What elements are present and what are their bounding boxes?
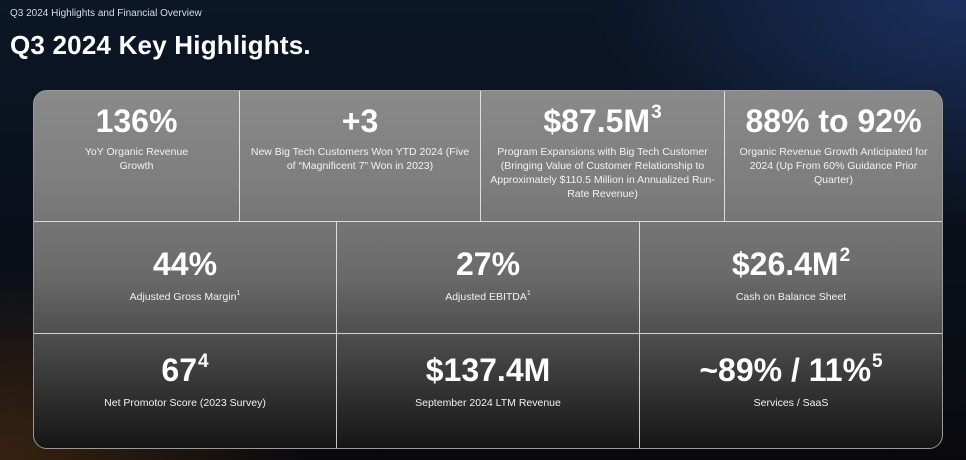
metric-value: 88% to 92% — [745, 103, 922, 139]
metric-card-adjusted-ebitda: 27% Adjusted EBITDA1 — [337, 222, 640, 333]
metric-description: YoY Organic Revenue Growth — [84, 146, 189, 172]
metric-value: ~89% / 11%5 — [699, 351, 883, 388]
page-title: Q3 2024 Key Highlights. — [10, 30, 311, 60]
metric-description: Net Promotor Score (2023 Survey) — [104, 397, 266, 409]
metric-card-cash: $26.4M2 Cash on Balance Sheet — [640, 222, 942, 333]
metric-card-nps: 674 Net Promotor Score (2023 Survey) — [34, 334, 337, 448]
metric-card-growth-guidance: 88% to 92% Organic Revenue Growth Antici… — [725, 91, 942, 221]
metric-description: September 2024 LTM Revenue — [415, 397, 561, 409]
metric-card-gross-margin: 44% Adjusted Gross Margin1 — [34, 222, 337, 333]
metric-value: +3 — [341, 103, 379, 139]
metric-description: Adjusted Gross Margin1 — [129, 290, 241, 303]
metric-value: $87.5M3 — [543, 102, 662, 139]
footnote-marker: 2 — [839, 245, 851, 266]
metric-value: 136% — [95, 103, 178, 139]
footnote-marker: 5 — [872, 351, 883, 372]
footnote-marker: 4 — [198, 351, 209, 372]
metric-value: 44% — [152, 246, 218, 282]
metric-value: 27% — [455, 246, 521, 282]
metric-description: Adjusted EBITDA1 — [445, 290, 531, 303]
metric-description: Services / SaaS — [753, 397, 829, 409]
metric-value: 674 — [161, 351, 209, 388]
metric-description: New Big Tech Customers Won YTD 2024 (Fiv… — [250, 146, 470, 172]
metric-card-revenue-mix: ~89% / 11%5 Services / SaaS — [640, 334, 942, 448]
highlights-row-2: 44% Adjusted Gross Margin1 27% Adjusted … — [34, 222, 942, 333]
section-eyebrow: Q3 2024 Highlights and Financial Overvie… — [10, 8, 202, 19]
highlights-row-1: 136% YoY Organic Revenue Growth +3 New B… — [34, 91, 942, 221]
metric-description: Program Expansions with Big Tech Custome… — [490, 146, 715, 200]
highlights-row-3: 674 Net Promotor Score (2023 Survey) $13… — [34, 334, 942, 448]
footnote-marker: 3 — [651, 102, 662, 123]
footnote-marker: 1 — [236, 290, 241, 297]
metric-card-ltm-revenue: $137.4M September 2024 LTM Revenue — [337, 334, 640, 448]
metric-card-organic-growth: 136% YoY Organic Revenue Growth — [34, 91, 240, 221]
metric-card-big-tech-customers: +3 New Big Tech Customers Won YTD 2024 (… — [240, 91, 481, 221]
metric-value: $26.4M2 — [731, 245, 851, 282]
metric-description: Cash on Balance Sheet — [735, 291, 847, 303]
row-divider — [34, 221, 942, 222]
highlights-panel: 136% YoY Organic Revenue Growth +3 New B… — [33, 90, 943, 449]
metric-card-program-expansions: $87.5M3 Program Expansions with Big Tech… — [481, 91, 725, 221]
footnote-marker: 1 — [526, 290, 531, 297]
row-divider — [34, 333, 942, 334]
metric-description: Organic Revenue Growth Anticipated for 2… — [739, 146, 928, 186]
metric-value: $137.4M — [425, 352, 551, 388]
